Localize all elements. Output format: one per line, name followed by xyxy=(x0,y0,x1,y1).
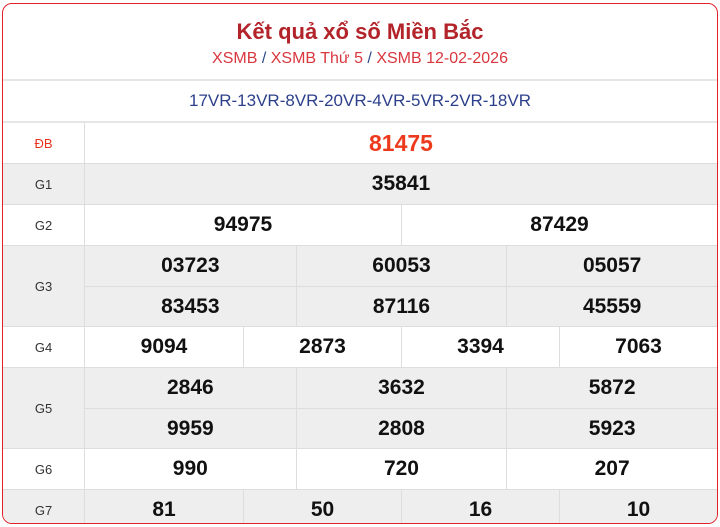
prize-number: 60053 xyxy=(295,246,507,286)
prize-label: G2 xyxy=(3,205,85,245)
prize-label: G1 xyxy=(3,164,85,204)
prize-number: 720 xyxy=(295,449,507,489)
prize-number: 2808 xyxy=(295,408,507,448)
prize-row-g6: G6 990 720 207 xyxy=(3,449,717,490)
prize-label: G7 xyxy=(3,490,85,523)
prize-number: 5923 xyxy=(506,408,717,448)
breadcrumb-xsmb-date[interactable]: XSMB 12-02-2026 xyxy=(376,50,508,67)
prize-label: G3 xyxy=(3,246,85,326)
prize-number: 81 xyxy=(152,498,176,521)
prize-number: 87116 xyxy=(295,286,507,326)
prize-number: 5872 xyxy=(506,368,717,408)
prize-row-g4: G4 9094 2873 3394 7063 xyxy=(3,327,717,368)
breadcrumb: XSMB / XSMB Thứ 5 / XSMB 12-02-2026 xyxy=(3,50,717,68)
prize-row-g3: G3 03723 60053 05057 83453 87116 45559 xyxy=(3,246,717,327)
prize-number: 9094 xyxy=(140,335,188,358)
page-title: Kết quả xổ số Miền Bắc xyxy=(236,19,484,44)
special-codes: 17VR-13VR-8VR-20VR-4VR-5VR-2VR-18VR xyxy=(3,81,717,123)
prize-label: G5 xyxy=(3,368,85,448)
breadcrumb-separator: / xyxy=(367,50,372,67)
breadcrumb-separator: / xyxy=(261,50,267,67)
prize-number: 3632 xyxy=(295,368,507,408)
prize-number: 94975 xyxy=(213,213,273,236)
prize-number: 83453 xyxy=(85,286,296,326)
header: Kết quả xổ số Miền Bắc XSMB / XSMB Thứ 5… xyxy=(3,4,717,81)
prize-number: 2873 xyxy=(243,327,401,367)
prize-number: 10 xyxy=(559,490,717,523)
breadcrumb-xsmb[interactable]: XSMB xyxy=(212,50,258,67)
prize-label: G6 xyxy=(3,449,85,489)
prize-number: 7063 xyxy=(559,327,717,367)
prize-row-g2: G2 94975 87429 xyxy=(3,205,717,246)
prize-number: 81475 xyxy=(369,129,433,156)
prize-row-db: ĐB 81475 xyxy=(3,123,717,164)
prize-number: 87429 xyxy=(401,205,717,245)
prize-number: 2846 xyxy=(166,376,214,399)
results-card: Kết quả xổ số Miền Bắc XSMB / XSMB Thứ 5… xyxy=(2,3,718,524)
breadcrumb-xsmb-thu[interactable]: XSMB Thứ 5 xyxy=(270,50,363,67)
prize-label: G4 xyxy=(3,327,85,367)
prize-row-g7: G7 81 50 16 10 xyxy=(3,490,717,523)
prize-number: 9959 xyxy=(85,408,296,448)
prize-number: 45559 xyxy=(506,286,717,326)
prize-number: 3394 xyxy=(401,327,559,367)
prize-number: 207 xyxy=(506,449,717,489)
prize-number: 16 xyxy=(401,490,559,523)
prize-label: ĐB xyxy=(3,123,85,163)
prize-number: 35841 xyxy=(371,172,431,195)
prize-number: 990 xyxy=(172,457,208,480)
prize-number: 03723 xyxy=(161,254,220,277)
prize-number: 05057 xyxy=(506,246,717,286)
prize-number: 50 xyxy=(243,490,401,523)
prize-row-g5: G5 2846 3632 5872 9959 2808 5923 xyxy=(3,368,717,449)
prize-row-g1: G1 35841 xyxy=(3,164,717,205)
